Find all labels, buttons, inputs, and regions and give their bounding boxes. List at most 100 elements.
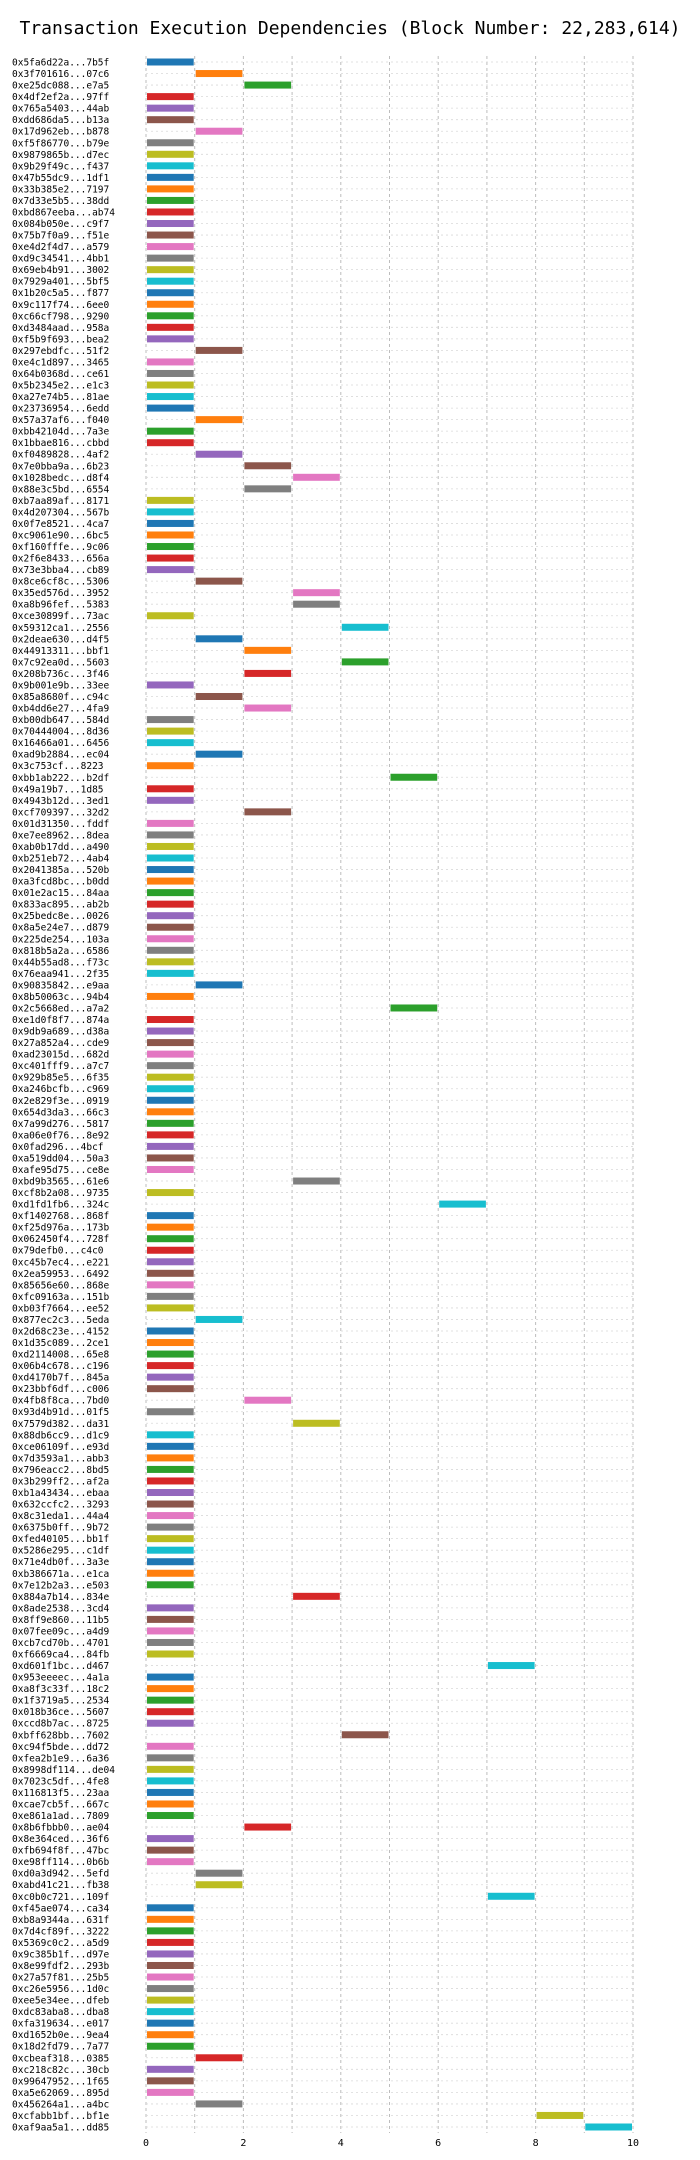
transaction-bar: [147, 1362, 194, 1370]
tx-hash-label: 0xe98ff114...0b6b: [12, 1857, 110, 1868]
tx-hash-label: 0xc218c82c...30cb: [12, 2065, 110, 2076]
tx-hash-label: 0x88db6cc9...d1c9: [12, 1430, 110, 1441]
tx-hash-label: 0xfea2b1e9...6a36: [12, 1753, 110, 1764]
tx-hash-label: 0x7579d382...da31: [12, 1419, 110, 1430]
transaction-bar: [147, 1489, 194, 1497]
transaction-bar: [147, 1535, 194, 1543]
transaction-bar: [147, 277, 194, 285]
tx-hash-label: 0xabd41c21...fb38: [12, 1880, 110, 1891]
tx-hash-label: 0x25bedc8e...0026: [12, 911, 110, 922]
tx-hash-label: 0x73e3bba4...cb89: [12, 565, 110, 576]
transaction-bar: [147, 196, 194, 204]
transaction-bar: [487, 1662, 535, 1670]
transaction-bar: [195, 692, 243, 700]
transaction-bar: [293, 600, 340, 608]
transaction-bar: [147, 854, 194, 862]
tx-hash-label: 0xd3484aad...958a: [12, 323, 109, 334]
tx-hash-label: 0x297ebdfc...51f2: [12, 346, 109, 357]
tx-hash-label: 0xd1fd1fb6...324c: [12, 1200, 109, 1211]
transaction-bar: [147, 1996, 194, 2004]
transaction-bar: [147, 1235, 194, 1243]
transaction-bar: [147, 1408, 194, 1416]
tx-hash-label: 0xb251eb72...4ab4: [12, 854, 110, 865]
tx-hash-label: 0x49a19b7...1d85: [12, 784, 104, 795]
transaction-bar: [439, 1200, 486, 1208]
transaction-bar: [195, 416, 243, 424]
tx-hash-label: 0x7e12b2a3...e503: [12, 1580, 109, 1591]
transaction-bar: [147, 2042, 194, 2050]
transaction-bar: [536, 2111, 584, 2119]
transaction-bar: [147, 312, 194, 320]
tx-hash-label: 0x4df2ef2a...97ff: [12, 92, 109, 103]
transaction-bar: [147, 1246, 194, 1254]
tx-hash-label: 0xcae7cb5f...667c: [12, 1799, 109, 1810]
tx-hash-label: 0xdd686da5...b13a: [12, 115, 109, 126]
tx-hash-label: 0x8ade2538...3cd4: [12, 1603, 110, 1614]
transaction-bar: [195, 450, 243, 458]
tx-hash-label: 0x8a5e24e7...d879: [12, 923, 110, 934]
tx-hash-label: 0xcb7cd70b...4701: [12, 1638, 110, 1649]
tx-hash-label: 0xa519dd04...50a3: [12, 1153, 109, 1164]
grid-lines: [145, 56, 634, 2133]
tx-hash-label: 0x59312ca1...2556: [12, 623, 110, 634]
transaction-bar: [147, 1027, 194, 1035]
tx-hash-label: 0xb386671a...e1ca: [12, 1569, 109, 1580]
transaction-bar: [147, 1085, 194, 1093]
tx-hash-label: 0xfed40105...bb1f: [12, 1534, 109, 1545]
tx-hash-label: 0x833ac895...ab2b: [12, 900, 110, 911]
transaction-bar: [147, 1258, 194, 1266]
tx-hash-label: 0x33b385e2...7197: [12, 184, 109, 195]
tx-hash-label: 0x3b299ff2...af2a: [12, 1476, 109, 1487]
tx-hash-label: 0x44913311...bbf1: [12, 646, 110, 657]
tx-hash-label: 0xc0b0c721...109f: [12, 1892, 109, 1903]
tx-hash-label: 0xc26e5956...1d0c: [12, 1984, 109, 1995]
transaction-bar: [147, 266, 194, 274]
transaction-bar: [341, 623, 389, 631]
transaction-bar: [244, 808, 292, 816]
transaction-bar: [147, 300, 194, 308]
transaction-bar: [147, 1754, 194, 1762]
transaction-bar: [147, 1212, 194, 1220]
tx-hash-label: 0xd9c34541...4bb1: [12, 254, 110, 265]
transaction-bar: [244, 462, 292, 470]
transaction-bar: [147, 496, 194, 504]
tx-hash-label: 0xcf709397...32d2: [12, 807, 109, 818]
transaction-bar: [147, 1719, 194, 1727]
transaction-bar: [147, 1685, 194, 1693]
transaction-bar: [147, 1708, 194, 1716]
tx-hash-label: 0xee5e34ee...dfeb: [12, 1996, 110, 2007]
tx-hash-label: 0xa246bcfb...c969: [12, 1084, 110, 1095]
transaction-bar: [390, 1004, 438, 1012]
tx-hash-label: 0x877ec2c3...5eda: [12, 1315, 109, 1326]
transaction-bar: [195, 1881, 243, 1889]
transaction-bar: [147, 116, 194, 124]
tx-hash-label: 0x929b85e5...6f35: [12, 1073, 109, 1084]
transaction-bar: [195, 70, 243, 78]
x-tick-label: 0: [143, 2138, 149, 2149]
transaction-bar: [147, 173, 194, 181]
tx-hash-label: 0x93d4b91d...01f5: [12, 1407, 109, 1418]
tx-hash-label: 0xb00db647...584d: [12, 715, 109, 726]
transaction-bar: [147, 185, 194, 193]
tx-hash-label: 0x85656e60...868e: [12, 1280, 110, 1291]
transaction-bar: [147, 104, 194, 112]
tx-hash-label: 0x116813f5...23aa: [12, 1788, 109, 1799]
transaction-bar: [147, 912, 194, 920]
tx-hash-label: 0x2ea59953...6492: [12, 1269, 109, 1280]
tx-hash-label: 0xd4170b7f...845a: [12, 1373, 109, 1384]
transaction-bar: [147, 1039, 194, 1047]
tx-hash-label: 0x9b29f49c...f437: [12, 161, 109, 172]
transaction-bar: [147, 1604, 194, 1612]
tx-hash-label: 0x225de254...103a: [12, 934, 109, 945]
tx-hash-label: 0x818b5a2a...6586: [12, 946, 110, 957]
transaction-bar: [147, 1223, 194, 1231]
transaction-bar: [147, 427, 194, 435]
tx-hash-label: 0x85a8680f...c94c: [12, 692, 109, 703]
tx-hash-label: 0x71e4db0f...3a3e: [12, 1557, 110, 1568]
transaction-bar: [147, 1154, 194, 1162]
transaction-bar: [147, 842, 194, 850]
transaction-bar: [147, 1477, 194, 1485]
transaction-bar: [147, 1096, 194, 1104]
transaction-bar: [147, 739, 194, 747]
transaction-bar: [147, 1915, 194, 1923]
